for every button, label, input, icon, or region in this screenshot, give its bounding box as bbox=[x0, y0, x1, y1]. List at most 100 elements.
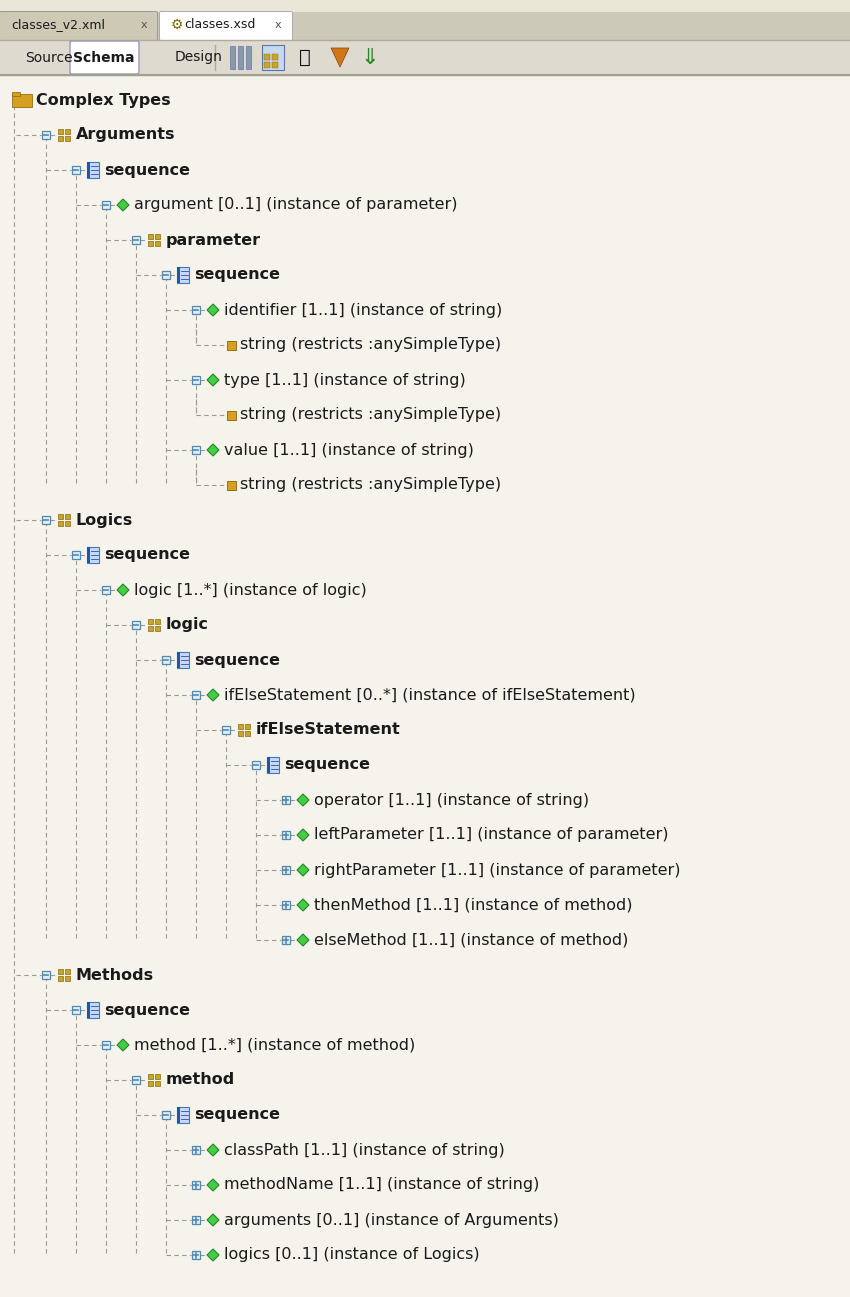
FancyBboxPatch shape bbox=[70, 42, 139, 74]
Text: ⚙: ⚙ bbox=[171, 18, 184, 32]
Polygon shape bbox=[297, 864, 309, 875]
Bar bbox=[72, 551, 80, 559]
Text: sequence: sequence bbox=[194, 267, 280, 283]
Bar bbox=[177, 1108, 189, 1123]
Text: argument [0..1] (instance of parameter): argument [0..1] (instance of parameter) bbox=[134, 197, 457, 213]
Bar bbox=[132, 1077, 140, 1084]
Bar bbox=[282, 936, 290, 944]
Bar bbox=[102, 201, 110, 209]
Bar bbox=[238, 45, 243, 69]
FancyBboxPatch shape bbox=[160, 12, 292, 40]
Bar bbox=[228, 341, 236, 349]
Text: sequence: sequence bbox=[194, 652, 280, 668]
Polygon shape bbox=[297, 934, 309, 946]
Polygon shape bbox=[207, 1179, 219, 1191]
Bar bbox=[148, 1074, 153, 1079]
Bar bbox=[245, 724, 250, 729]
Text: operator [1..1] (instance of string): operator [1..1] (instance of string) bbox=[314, 792, 589, 808]
Bar bbox=[228, 480, 236, 489]
Text: classPath [1..1] (instance of string): classPath [1..1] (instance of string) bbox=[224, 1143, 505, 1157]
Bar bbox=[72, 166, 80, 174]
Text: sequence: sequence bbox=[104, 547, 190, 563]
Text: logics [0..1] (instance of Logics): logics [0..1] (instance of Logics) bbox=[224, 1248, 479, 1262]
Text: Schema: Schema bbox=[73, 51, 135, 65]
Bar bbox=[228, 410, 236, 419]
Bar bbox=[177, 652, 189, 668]
Polygon shape bbox=[207, 1214, 219, 1226]
Bar bbox=[264, 62, 270, 67]
Bar bbox=[192, 1147, 200, 1154]
Text: method [1..*] (instance of method): method [1..*] (instance of method) bbox=[134, 1038, 416, 1052]
Bar bbox=[162, 271, 170, 279]
Bar bbox=[272, 62, 278, 67]
Text: arguments [0..1] (instance of Arguments): arguments [0..1] (instance of Arguments) bbox=[224, 1213, 559, 1227]
Text: methodName [1..1] (instance of string): methodName [1..1] (instance of string) bbox=[224, 1178, 540, 1192]
Bar bbox=[282, 796, 290, 804]
Text: string (restricts :anySimpleType): string (restricts :anySimpleType) bbox=[240, 407, 502, 423]
Text: leftParameter [1..1] (instance of parameter): leftParameter [1..1] (instance of parame… bbox=[314, 827, 668, 843]
Bar bbox=[245, 730, 250, 735]
Polygon shape bbox=[207, 303, 219, 316]
Bar bbox=[246, 45, 251, 69]
Bar bbox=[155, 241, 160, 245]
Bar bbox=[282, 901, 290, 909]
Text: classes_v2.xml: classes_v2.xml bbox=[11, 18, 105, 31]
Text: sequence: sequence bbox=[104, 162, 190, 178]
Text: string (restricts :anySimpleType): string (restricts :anySimpleType) bbox=[240, 477, 502, 493]
Bar bbox=[87, 162, 99, 178]
Bar bbox=[132, 621, 140, 629]
Text: 👓: 👓 bbox=[299, 48, 311, 67]
Bar bbox=[222, 726, 230, 734]
Bar bbox=[155, 235, 160, 239]
Bar bbox=[148, 619, 153, 624]
Bar bbox=[192, 376, 200, 384]
Text: sequence: sequence bbox=[284, 757, 370, 773]
Bar bbox=[162, 656, 170, 664]
Bar bbox=[148, 1080, 153, 1086]
Bar bbox=[264, 54, 270, 60]
Bar bbox=[192, 446, 200, 454]
Text: x: x bbox=[141, 19, 147, 30]
Text: ⇓: ⇓ bbox=[360, 48, 379, 67]
Bar bbox=[192, 306, 200, 314]
Bar bbox=[12, 92, 20, 96]
Text: parameter: parameter bbox=[166, 232, 261, 248]
Text: string (restricts :anySimpleType): string (restricts :anySimpleType) bbox=[240, 337, 502, 353]
Bar bbox=[65, 130, 70, 135]
Bar bbox=[59, 136, 63, 141]
Polygon shape bbox=[117, 198, 129, 211]
Bar bbox=[192, 1182, 200, 1189]
Text: method: method bbox=[166, 1073, 235, 1087]
Text: Arguments: Arguments bbox=[76, 127, 175, 143]
Polygon shape bbox=[297, 899, 309, 910]
Text: ifElseStatement [0..*] (instance of ifElseStatement): ifElseStatement [0..*] (instance of ifEl… bbox=[224, 687, 636, 703]
Bar bbox=[272, 54, 278, 60]
Bar bbox=[0, 40, 850, 75]
Polygon shape bbox=[297, 794, 309, 805]
Bar bbox=[177, 652, 180, 668]
Text: Design: Design bbox=[175, 51, 223, 65]
Text: ifElseStatement: ifElseStatement bbox=[256, 722, 400, 738]
Bar bbox=[59, 521, 63, 525]
Bar bbox=[262, 45, 284, 70]
Bar bbox=[102, 1041, 110, 1049]
Bar bbox=[12, 93, 32, 106]
Bar bbox=[155, 1080, 160, 1086]
Bar bbox=[59, 975, 63, 981]
Bar bbox=[162, 1112, 170, 1119]
Polygon shape bbox=[117, 584, 129, 597]
Polygon shape bbox=[117, 1039, 129, 1051]
Bar bbox=[267, 757, 279, 773]
Text: rightParameter [1..1] (instance of parameter): rightParameter [1..1] (instance of param… bbox=[314, 863, 681, 878]
Bar bbox=[42, 131, 50, 139]
Text: Logics: Logics bbox=[76, 512, 133, 528]
Polygon shape bbox=[207, 374, 219, 387]
Bar bbox=[132, 236, 140, 244]
Polygon shape bbox=[207, 689, 219, 700]
Bar bbox=[148, 235, 153, 239]
Bar bbox=[59, 969, 63, 974]
Polygon shape bbox=[297, 829, 309, 840]
Polygon shape bbox=[331, 48, 349, 67]
Bar bbox=[155, 625, 160, 630]
Bar bbox=[65, 514, 70, 519]
